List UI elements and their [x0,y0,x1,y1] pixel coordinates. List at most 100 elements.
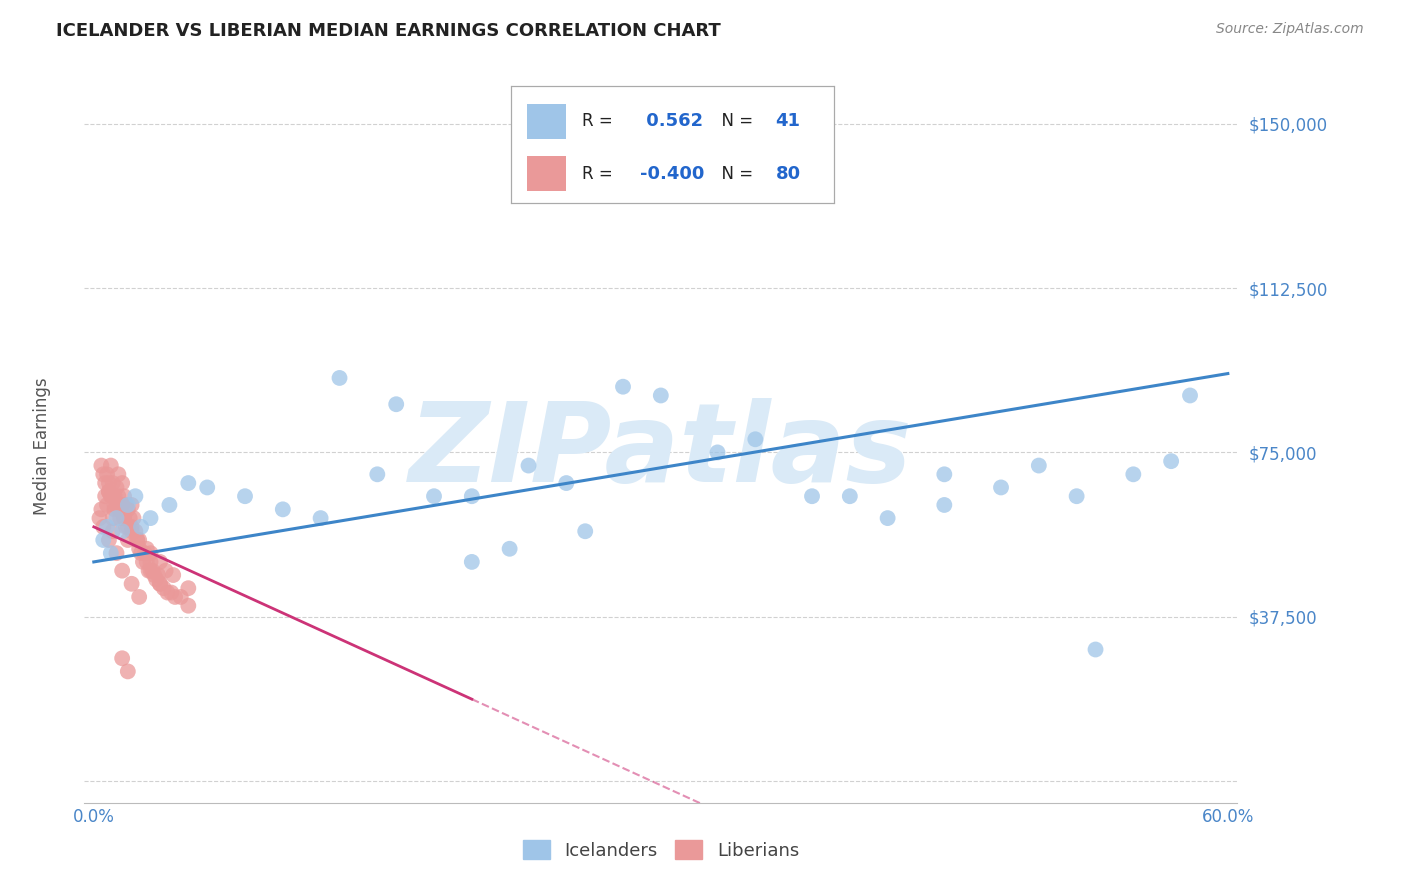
Point [132,555,155,569]
Point [135,541,157,556]
Point [117,533,139,547]
Point [94,489,117,503]
Point [744,432,766,446]
Point [122,511,145,525]
Point [112,489,135,503]
Point [128,541,150,556]
Point [143,568,166,582]
Point [121,524,143,539]
Point [574,524,596,539]
Point [134,546,156,560]
Point [165,590,187,604]
Point [155,564,177,578]
Point [101,489,124,503]
Point [139,546,162,560]
Point [111,564,134,578]
Point [423,489,446,503]
Point [934,467,956,482]
Point [124,489,146,503]
Point [152,581,174,595]
Point [104,502,127,516]
Point [385,397,408,411]
Point [139,555,162,569]
Point [517,458,540,473]
Point [128,533,150,547]
Point [1178,388,1201,402]
Point [107,502,129,516]
Point [90,458,112,473]
Point [101,476,124,491]
Point [110,511,132,525]
Point [1122,467,1144,482]
Point [160,585,183,599]
Point [177,599,200,613]
Point [177,476,200,491]
Point [89,511,111,525]
Point [121,520,143,534]
Point [100,489,122,503]
Point [876,511,898,525]
Point [309,511,332,525]
Point [105,480,128,494]
Point [115,498,138,512]
Point [107,489,129,503]
Point [101,511,124,525]
Point [112,511,135,525]
Point [129,520,152,534]
Point [1028,458,1050,473]
Point [461,555,484,569]
Point [135,555,157,569]
Point [127,533,149,547]
Point [117,498,139,512]
Point [117,502,139,516]
Point [990,480,1012,494]
Point [149,576,172,591]
Point [105,511,128,525]
Point [838,489,860,503]
Point [112,511,135,525]
Point [706,445,728,459]
Legend: Icelanders, Liberians: Icelanders, Liberians [515,833,807,867]
Point [139,511,162,525]
Point [145,573,167,587]
Point [612,380,634,394]
Point [104,489,127,503]
Point [100,546,122,560]
Point [115,520,138,534]
Text: ZIPatlas: ZIPatlas [409,398,912,505]
Point [121,498,143,512]
Point [90,502,112,516]
Point [139,564,162,578]
Point [107,467,129,482]
Point [91,533,114,547]
Point [162,568,184,582]
Point [1160,454,1182,468]
Point [110,502,132,516]
Point [118,511,141,525]
Point [111,498,134,512]
Point [461,489,484,503]
Point [96,520,118,534]
Point [111,651,134,665]
Point [94,476,117,491]
Point [149,555,172,569]
Point [271,502,294,516]
Point [91,520,114,534]
Point [934,498,956,512]
Text: ICELANDER VS LIBERIAN MEDIAN EARNINGS CORRELATION CHART: ICELANDER VS LIBERIAN MEDIAN EARNINGS CO… [56,22,721,40]
Point [117,665,139,679]
Point [650,388,672,402]
Point [141,564,163,578]
Point [149,576,172,591]
Point [366,467,388,482]
Point [170,590,193,604]
Point [111,524,134,539]
Point [195,480,218,494]
Point [156,585,179,599]
Point [233,489,256,503]
Point [127,533,149,547]
Point [328,371,350,385]
Point [129,546,152,560]
Point [97,533,120,547]
Point [1066,489,1088,503]
